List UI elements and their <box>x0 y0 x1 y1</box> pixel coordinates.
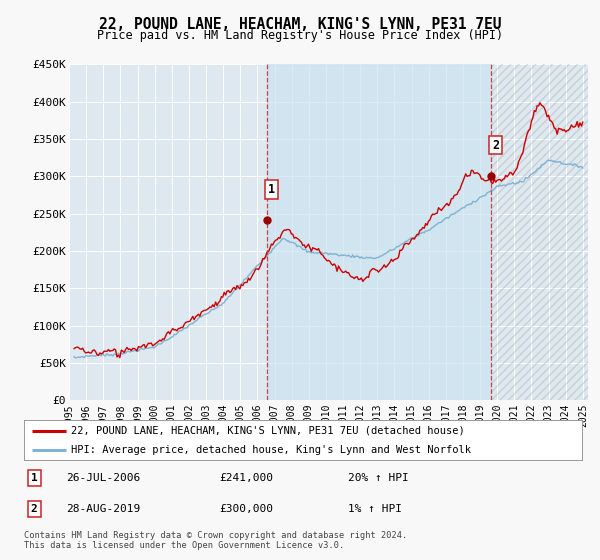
Text: 2: 2 <box>492 138 499 152</box>
Bar <box>267 64 491 400</box>
Bar <box>491 64 588 400</box>
Text: 22, POUND LANE, HEACHAM, KING'S LYNN, PE31 7EU (detached house): 22, POUND LANE, HEACHAM, KING'S LYNN, PE… <box>71 426 465 436</box>
Text: Contains HM Land Registry data © Crown copyright and database right 2024.
This d: Contains HM Land Registry data © Crown c… <box>24 531 407 550</box>
Text: Price paid vs. HM Land Registry's House Price Index (HPI): Price paid vs. HM Land Registry's House … <box>97 29 503 42</box>
Bar <box>491 64 588 400</box>
Text: 2: 2 <box>31 504 37 514</box>
Text: 26-JUL-2006: 26-JUL-2006 <box>66 473 140 483</box>
Text: 1: 1 <box>268 183 275 195</box>
Text: 20% ↑ HPI: 20% ↑ HPI <box>347 473 409 483</box>
Text: 22, POUND LANE, HEACHAM, KING'S LYNN, PE31 7EU: 22, POUND LANE, HEACHAM, KING'S LYNN, PE… <box>99 17 501 32</box>
Text: 1% ↑ HPI: 1% ↑ HPI <box>347 504 401 514</box>
Text: £300,000: £300,000 <box>220 504 273 514</box>
Text: 1: 1 <box>31 473 37 483</box>
Text: HPI: Average price, detached house, King's Lynn and West Norfolk: HPI: Average price, detached house, King… <box>71 445 472 455</box>
Text: 28-AUG-2019: 28-AUG-2019 <box>66 504 140 514</box>
Text: £241,000: £241,000 <box>220 473 273 483</box>
